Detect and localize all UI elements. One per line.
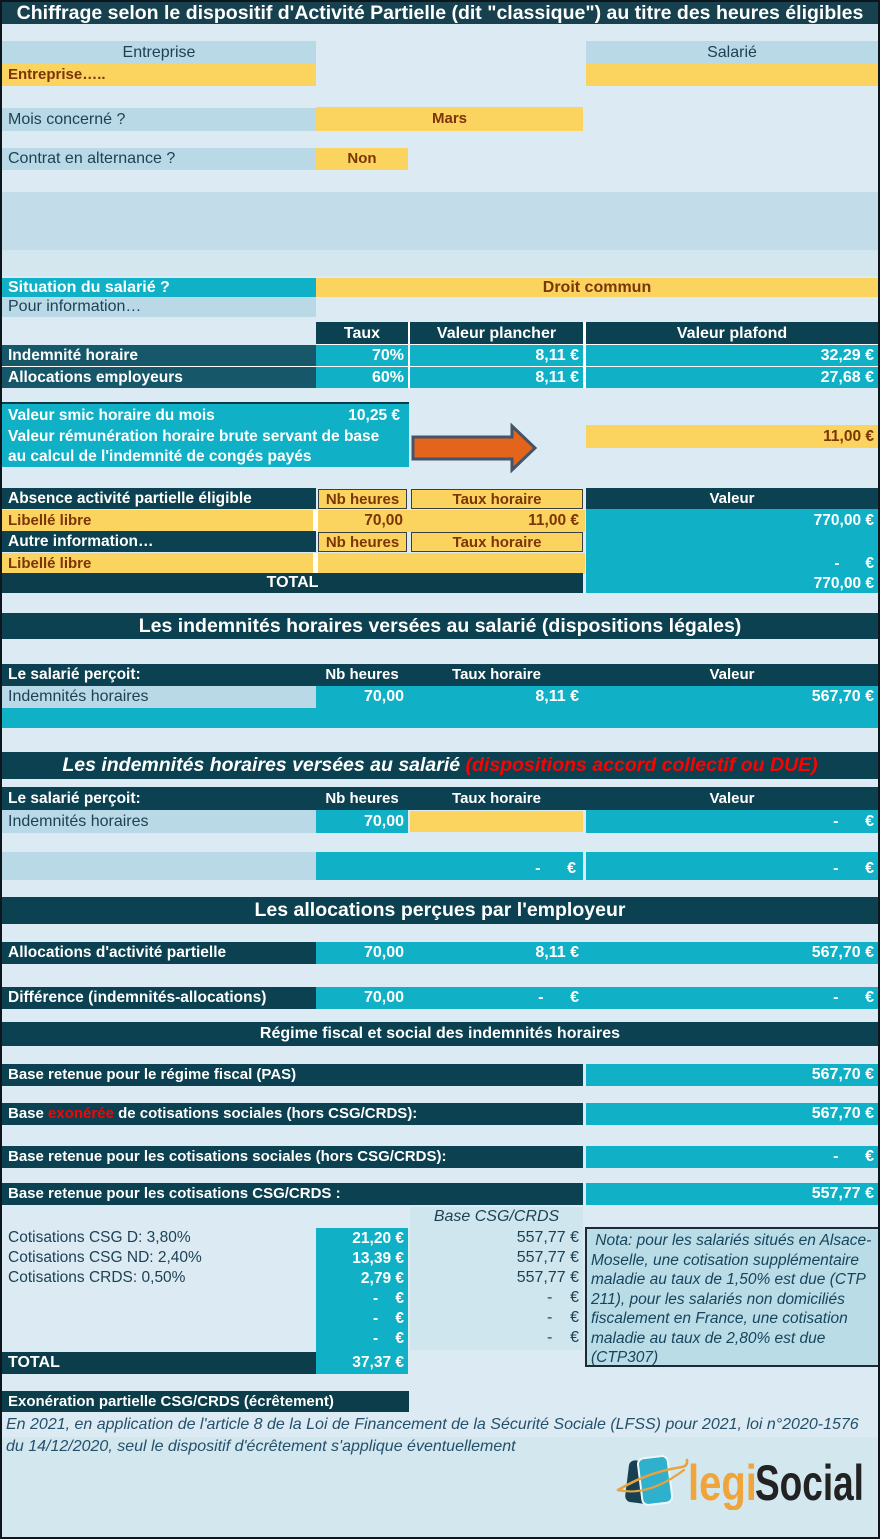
svg-text:legi: legi — [688, 1455, 757, 1510]
svg-text:Social: Social — [755, 1456, 864, 1510]
